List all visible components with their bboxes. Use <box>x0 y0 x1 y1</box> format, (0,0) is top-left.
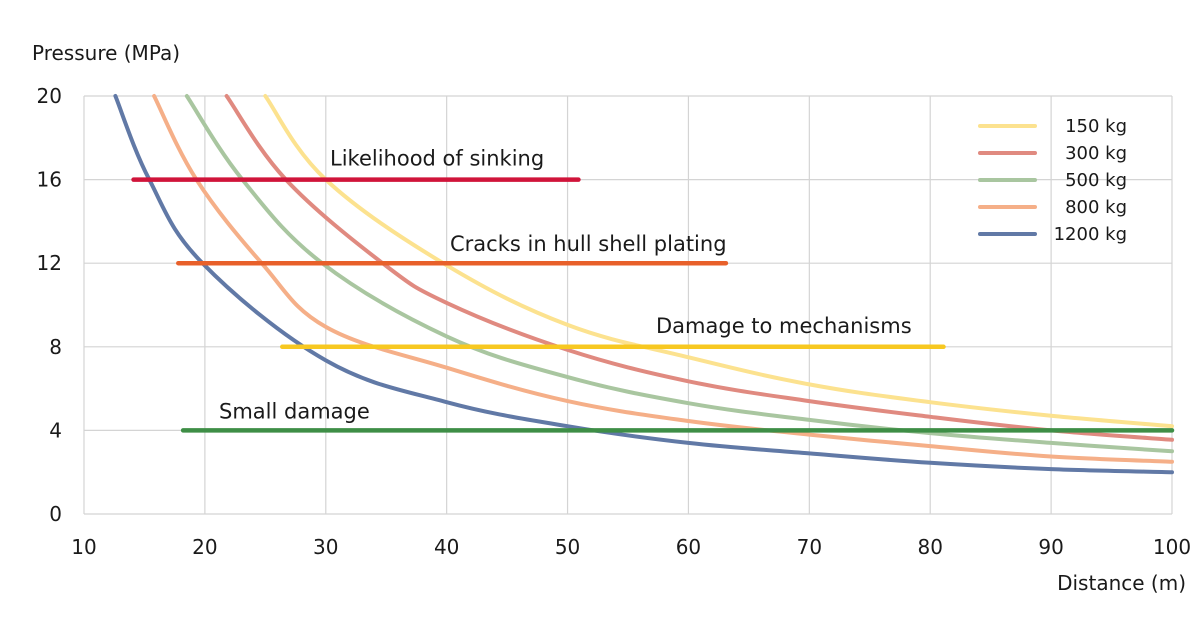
threshold-label: Damage to mechanisms <box>656 314 912 338</box>
x-tick-label: 100 <box>1153 535 1191 559</box>
x-axis-ticks: 10 20 30 40 50 60 70 80 90 100 <box>71 535 1191 559</box>
y-tick-label: 8 <box>49 335 62 359</box>
series-line-150-kg <box>263 94 1174 429</box>
series-line-500-kg <box>184 94 1174 454</box>
x-tick-label: 20 <box>192 535 217 559</box>
x-tick-label: 90 <box>1038 535 1063 559</box>
series-lines <box>113 94 1174 475</box>
threshold-lines: Likelihood of sinking Cracks in hull shel… <box>131 147 1175 433</box>
series-line-800-kg <box>152 94 1174 464</box>
legend-label: 500 kg <box>1065 170 1127 191</box>
legend-label: 1200 kg <box>1054 224 1127 245</box>
y-tick-label: 16 <box>37 168 62 192</box>
y-tick-label: 12 <box>37 251 62 275</box>
x-tick-label: 40 <box>434 535 459 559</box>
threshold-label: Likelihood of sinking <box>330 147 544 171</box>
threshold-label: Cracks in hull shell plating <box>450 232 727 256</box>
legend-label: 150 kg <box>1065 116 1127 137</box>
series-line-1200-kg <box>113 94 1174 475</box>
legend-label: 800 kg <box>1065 197 1127 218</box>
x-tick-label: 60 <box>676 535 701 559</box>
threshold-label: Small damage <box>219 399 370 423</box>
x-tick-label: 70 <box>797 535 822 559</box>
x-tick-label: 10 <box>71 535 96 559</box>
y-axis-ticks: 0 4 8 12 16 20 <box>37 84 62 526</box>
legend-label: 300 kg <box>1065 143 1127 164</box>
legend: 150 kg 300 kg 500 kg 800 kg 1200 kg <box>978 116 1127 245</box>
y-axis-title: Pressure (MPa) <box>32 41 180 65</box>
y-tick-label: 0 <box>49 502 62 526</box>
x-tick-label: 30 <box>313 535 338 559</box>
y-tick-label: 4 <box>49 418 62 442</box>
series-line-300-kg <box>224 94 1174 442</box>
x-tick-label: 80 <box>917 535 942 559</box>
x-axis-title: Distance (m) <box>1057 571 1186 595</box>
y-tick-label: 20 <box>37 84 62 108</box>
x-tick-label: 50 <box>555 535 580 559</box>
